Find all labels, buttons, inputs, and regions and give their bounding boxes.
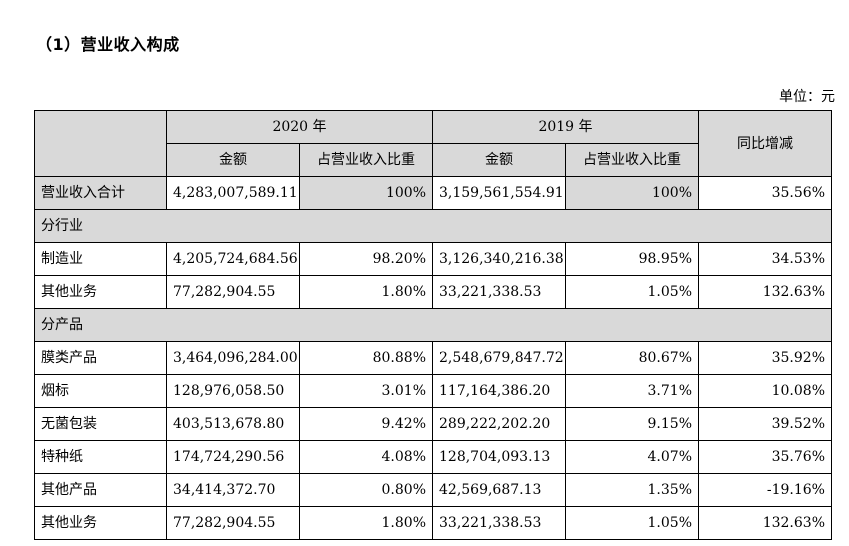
ratio-2020: 80.88% [299,341,433,375]
amount-2020: 77,282,904.55 [166,506,300,540]
row-label: 其他业务 [34,275,167,309]
row-label: 其他业务 [34,506,167,540]
table-row: 其他业务 77,282,904.55 1.80% 33,221,338.53 1… [34,506,832,540]
ratio-2020: 100% [299,176,433,210]
header-year-2019: 2019 年 [432,110,699,144]
table-row-total: 营业收入合计 4,283,007,589.11 100% 3,159,561,5… [34,176,832,210]
yoy-change: 10.08% [698,374,832,408]
ratio-2019: 80.67% [565,341,699,375]
amount-2019: 2,548,679,847.72 [432,341,566,375]
amount-2019: 289,222,202.20 [432,407,566,441]
amount-2019: 42,569,687.13 [432,473,566,507]
yoy-change: 35.56% [698,176,832,210]
row-label: 营业收入合计 [34,176,167,210]
amount-2020: 403,513,678.80 [166,407,300,441]
amount-2020: 4,205,724,684.56 [166,242,300,276]
ratio-2020: 4.08% [299,440,433,474]
table-row: 膜类产品 3,464,096,284.00 80.88% 2,548,679,8… [34,341,832,375]
ratio-2019: 100% [565,176,699,210]
header-ratio-2020: 占营业收入比重 [299,143,433,177]
table-row: 制造业 4,205,724,684.56 98.20% 3,126,340,21… [34,242,832,276]
amount-2020: 4,283,007,589.11 [166,176,300,210]
header-amount-2019: 金额 [432,143,566,177]
ratio-2020: 98.20% [299,242,433,276]
table-row: 特种纸 174,724,290.56 4.08% 128,704,093.13 … [34,440,832,474]
ratio-2020: 0.80% [299,473,433,507]
table-row: 其他产品 34,414,372.70 0.80% 42,569,687.13 1… [34,473,832,507]
header-yoy: 同比增减 [698,110,832,177]
ratio-2019: 9.15% [565,407,699,441]
row-label: 特种纸 [34,440,167,474]
row-label: 膜类产品 [34,341,167,375]
section-heading: （1）营业收入构成 [36,35,180,54]
amount-2019: 33,221,338.53 [432,275,566,309]
amount-2020: 128,976,058.50 [166,374,300,408]
ratio-2020: 1.80% [299,275,433,309]
ratio-2020: 9.42% [299,407,433,441]
amount-2020: 77,282,904.55 [166,275,300,309]
table-row: 其他业务 77,282,904.55 1.80% 33,221,338.53 1… [34,275,832,309]
amount-2020: 174,724,290.56 [166,440,300,474]
amount-2019: 3,126,340,216.38 [432,242,566,276]
yoy-change: 39.52% [698,407,832,441]
ratio-2020: 3.01% [299,374,433,408]
yoy-change: 132.63% [698,275,832,309]
amount-2019: 128,704,093.13 [432,440,566,474]
table-row: 烟标 128,976,058.50 3.01% 117,164,386.20 3… [34,374,832,408]
yoy-change: 34.53% [698,242,832,276]
row-label: 其他产品 [34,473,167,507]
ratio-2020: 1.80% [299,506,433,540]
amount-2020: 34,414,372.70 [166,473,300,507]
amount-2020: 3,464,096,284.00 [166,341,300,375]
amount-2019: 33,221,338.53 [432,506,566,540]
row-label: 无菌包装 [34,407,167,441]
section-label: 分行业 [34,209,832,243]
yoy-change: 35.92% [698,341,832,375]
ratio-2019: 4.07% [565,440,699,474]
table-row: 无菌包装 403,513,678.80 9.42% 289,222,202.20… [34,407,832,441]
section-row-product: 分产品 [34,308,832,342]
header-corner-cell [34,110,167,177]
section-label: 分产品 [34,308,832,342]
header-ratio-2019: 占营业收入比重 [565,143,699,177]
ratio-2019: 98.95% [565,242,699,276]
amount-2019: 3,159,561,554.91 [432,176,566,210]
ratio-2019: 1.05% [565,275,699,309]
revenue-composition-table: 2020 年 2019 年 同比增减 金额 占营业收入比重 金额 占营业收入比重… [34,110,832,540]
row-label: 烟标 [34,374,167,408]
ratio-2019: 3.71% [565,374,699,408]
header-year-2020: 2020 年 [166,110,433,144]
header-row-columns: 金额 占营业收入比重 金额 占营业收入比重 [35,143,832,177]
section-row-industry: 分行业 [34,209,832,243]
ratio-2019: 1.35% [565,473,699,507]
header-amount-2020: 金额 [166,143,300,177]
header-row-years: 2020 年 2019 年 同比增减 [34,110,832,177]
yoy-change: -19.16% [698,473,832,507]
unit-label: 单位：元 [779,89,835,105]
ratio-2019: 1.05% [565,506,699,540]
yoy-change: 132.63% [698,506,832,540]
row-label: 制造业 [34,242,167,276]
yoy-change: 35.76% [698,440,832,474]
amount-2019: 117,164,386.20 [432,374,566,408]
